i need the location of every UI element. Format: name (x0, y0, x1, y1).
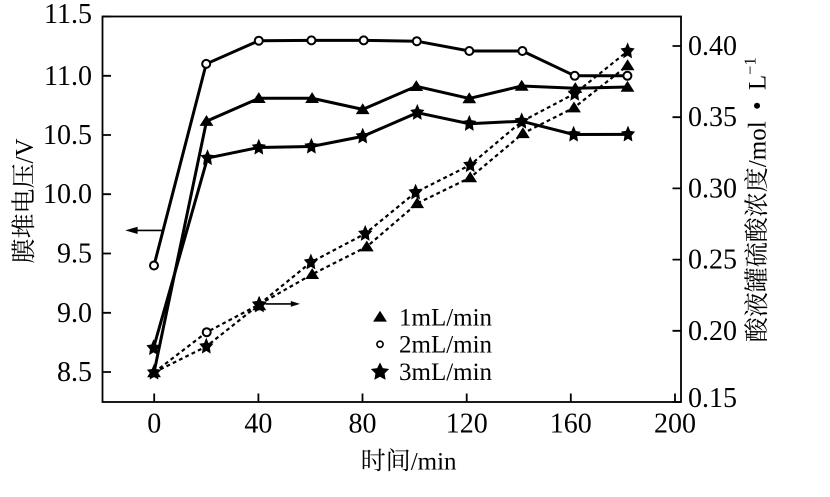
svg-text:1mL/min: 1mL/min (399, 304, 493, 331)
svg-text:0.40: 0.40 (688, 31, 737, 62)
svg-text:9.5: 9.5 (57, 239, 92, 270)
svg-text:3mL/min: 3mL/min (399, 359, 493, 386)
svg-text:160: 160 (550, 409, 592, 440)
svg-text:10.5: 10.5 (43, 120, 92, 151)
svg-text:0.15: 0.15 (688, 383, 737, 414)
svg-text:11.5: 11.5 (44, 0, 92, 30)
svg-text:120: 120 (446, 409, 488, 440)
svg-text:0.25: 0.25 (688, 245, 737, 276)
svg-text:0: 0 (147, 409, 161, 440)
svg-text:0.20: 0.20 (688, 316, 737, 347)
svg-text:8.5: 8.5 (57, 357, 92, 388)
svg-text:/mol • L−1: /mol • L−1 (740, 57, 771, 167)
svg-text:9.0: 9.0 (57, 298, 92, 329)
svg-text:200: 200 (654, 409, 696, 440)
svg-text:11.0: 11.0 (44, 61, 92, 92)
svg-text:0.35: 0.35 (688, 102, 737, 133)
svg-text:10.0: 10.0 (43, 179, 92, 210)
svg-text:80: 80 (349, 409, 377, 440)
svg-text:40: 40 (244, 409, 272, 440)
svg-text:0.30: 0.30 (688, 173, 737, 204)
svg-text:/min: /min (411, 448, 457, 475)
svg-text:/V: /V (11, 139, 38, 164)
svg-text:2mL/min: 2mL/min (399, 332, 493, 359)
